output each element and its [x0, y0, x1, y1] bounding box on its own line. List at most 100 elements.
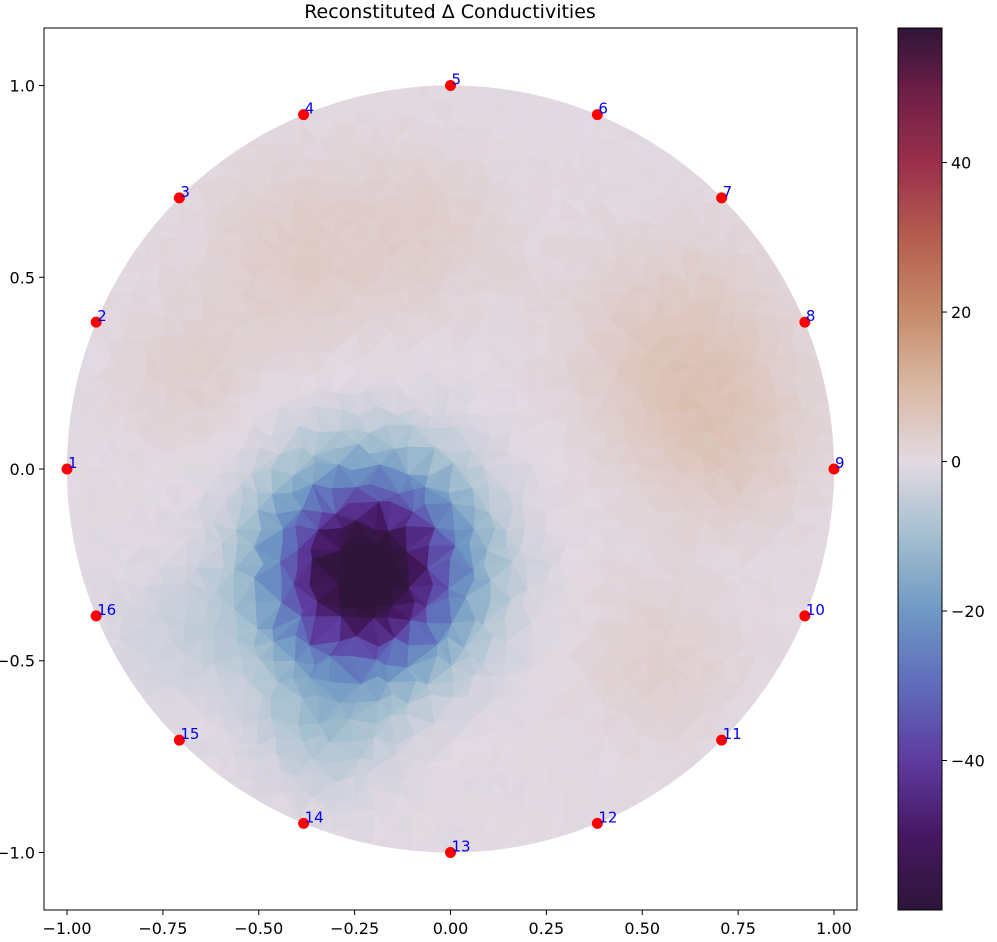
mesh-element	[704, 159, 726, 185]
mesh-element	[195, 774, 221, 792]
x-tick-label: 0.00	[433, 919, 469, 938]
mesh-element	[789, 282, 821, 302]
colorbar-tick-label: −40	[951, 752, 985, 771]
mesh-element	[752, 213, 776, 235]
mesh-element	[812, 578, 834, 602]
electrode-label: 10	[806, 601, 825, 619]
mesh-element	[779, 657, 800, 675]
mesh-element	[83, 638, 101, 656]
mesh-element	[616, 98, 641, 123]
mesh-element	[681, 142, 703, 168]
electrode-label: 1	[68, 454, 78, 472]
mesh-element	[282, 818, 300, 838]
colorbar-gradient	[897, 27, 943, 911]
mesh-element	[121, 217, 146, 245]
electrode-label: 3	[180, 183, 190, 201]
electrode-label: 2	[97, 307, 107, 325]
mesh-element	[271, 99, 301, 121]
mesh-element	[271, 99, 301, 122]
electrode-label: 4	[305, 100, 315, 118]
x-tick-label: −0.25	[330, 919, 379, 938]
mesh-element	[244, 123, 259, 151]
y-tick-label: 1.0	[10, 77, 35, 96]
colorbar-tick-label: 40	[951, 154, 971, 173]
mesh-element	[121, 219, 146, 245]
x-tick-label: −0.75	[138, 919, 187, 938]
mesh-element	[733, 198, 764, 224]
mesh-element	[753, 704, 772, 718]
electrode-label: 9	[835, 454, 845, 472]
mesh-element	[639, 796, 659, 809]
x-tick-label: −0.50	[234, 919, 283, 938]
electrode-label: 14	[305, 808, 324, 826]
electrode-label: 8	[806, 307, 816, 325]
mesh-element	[310, 85, 337, 106]
x-tick-label: 0.50	[624, 919, 660, 938]
colorbar: 40 20 0 −20 −40	[897, 27, 985, 911]
mesh-element	[655, 143, 684, 167]
mesh-element	[146, 722, 169, 744]
y-tick-label: 0.0	[10, 460, 35, 479]
mesh-element	[67, 332, 89, 360]
electrode-label: 5	[452, 71, 462, 89]
mesh-element	[757, 693, 771, 718]
y-tick-label: 0.5	[10, 268, 35, 287]
mesh-element	[427, 85, 451, 103]
mesh-element	[215, 127, 247, 150]
mesh-element	[674, 775, 704, 799]
mesh-element	[396, 85, 416, 110]
electrode-label: 12	[598, 808, 617, 826]
mesh-element	[194, 141, 221, 164]
mesh-element	[129, 243, 147, 256]
mesh-element	[814, 366, 834, 400]
mesh-element	[588, 827, 605, 853]
mesh-element	[67, 581, 92, 605]
electrode-label: 15	[180, 725, 199, 743]
mesh-element	[256, 811, 283, 834]
mesh-element	[195, 774, 221, 794]
mesh-element	[317, 837, 343, 853]
y-axis: −1.0 −0.5 0.0 0.5 1.0	[0, 77, 44, 862]
electrode-label: 11	[723, 725, 742, 743]
mesh-element	[90, 281, 110, 292]
conductivity-field	[67, 85, 834, 853]
colorbar-ticks: 40 20 0 −20 −40	[942, 154, 985, 771]
mesh-element	[67, 603, 93, 627]
electrode-label: 16	[97, 601, 116, 619]
mesh-element	[181, 758, 197, 780]
electrode-label: 6	[598, 100, 608, 118]
x-tick-label: 0.75	[720, 919, 756, 938]
mesh-element	[743, 716, 758, 737]
chart-title: Reconstituted Δ Conductivities	[304, 1, 596, 23]
y-tick-label: −0.5	[0, 652, 35, 671]
colorbar-tick-label: 0	[951, 453, 961, 472]
x-axis: −1.00 −0.75 −0.50 −0.25 0.00 0.25 0.50 0.75 1.00	[42, 910, 852, 938]
colorbar-tick-label: 20	[951, 303, 971, 322]
mesh-element	[179, 159, 198, 186]
mesh-element	[185, 759, 199, 779]
electrode-label: 13	[452, 837, 471, 855]
mesh-element	[67, 542, 89, 566]
x-tick-label: −1.00	[42, 919, 91, 938]
x-tick-label: 1.00	[816, 919, 852, 938]
mesh-element	[330, 827, 355, 853]
mesh-element	[529, 838, 547, 853]
mesh-element	[681, 142, 703, 168]
mesh-element	[545, 836, 565, 853]
colorbar-tick-label: −20	[951, 602, 985, 621]
mesh-element	[781, 658, 800, 681]
mesh-element	[793, 624, 812, 648]
mesh-element	[195, 141, 223, 163]
mesh-element	[139, 195, 159, 227]
mesh-element	[545, 838, 566, 853]
mesh-element	[462, 85, 495, 106]
electrode-label: 7	[723, 183, 733, 201]
mesh-element	[137, 198, 159, 227]
mesh-element	[796, 635, 812, 661]
mesh-element	[619, 807, 641, 839]
y-tick-label: −1.0	[0, 843, 35, 862]
mesh-element	[697, 750, 724, 775]
mesh-element	[118, 695, 150, 724]
